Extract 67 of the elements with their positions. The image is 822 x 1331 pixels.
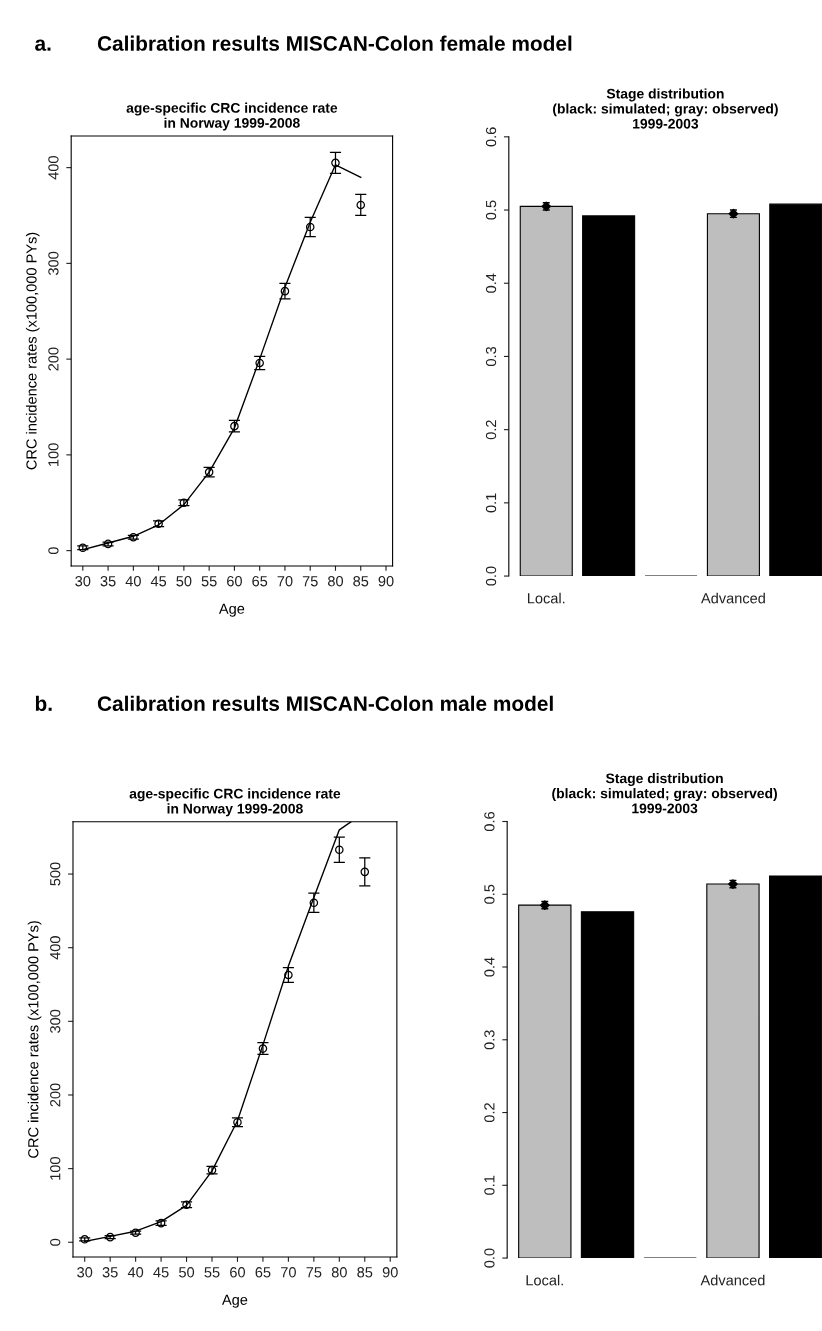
chart-title: age-specific CRC incidence rate in Norway 1999-2008 [129, 788, 341, 817]
x-tick-label: Advanced [701, 592, 765, 604]
y-tick-label: 200 [48, 347, 59, 371]
x-tick-label: 65 [252, 576, 268, 587]
x-tick-label: 40 [125, 576, 141, 587]
y-tick-label: 0.2 [484, 1103, 495, 1123]
x-tick-label: 90 [382, 1267, 398, 1278]
x-tick-label: 80 [328, 576, 344, 587]
x-tick-label: 60 [227, 576, 242, 587]
x-tick-label: 70 [277, 576, 293, 587]
x-tick-label: 30 [77, 1267, 93, 1278]
y-axis-title: CRC incidence rates (x100,000 PYs) [27, 921, 42, 1158]
x-tick-label: 50 [179, 1267, 195, 1278]
x-tick-label: Local. [526, 1274, 563, 1286]
y-tick-label: 0.6 [484, 812, 495, 832]
y-tick-label: 300 [50, 1009, 61, 1033]
x-tick-label: 75 [302, 576, 318, 587]
x-tick-label: 70 [281, 1267, 296, 1278]
y-tick-label: 0.4 [484, 957, 495, 977]
y-tick-label: 0.0 [484, 1248, 495, 1268]
x-tick-label: 80 [331, 1267, 347, 1278]
text: Calibration results MISCAN-Colon male model [97, 695, 553, 712]
x-tick-label: 60 [230, 1267, 246, 1278]
x-tick-label: 85 [357, 1267, 373, 1278]
y-tick-label: 100 [50, 1157, 61, 1180]
y-tick-label: 100 [48, 443, 59, 466]
y-tick-label: 0.5 [484, 884, 495, 904]
x-tick-label: 50 [176, 576, 192, 587]
y-tick-label: 0.6 [485, 127, 497, 147]
x-tick-label: 75 [306, 1267, 322, 1278]
y-tick-label: 300 [48, 251, 59, 275]
y-tick-label: 0.4 [485, 273, 497, 293]
y-tick-label: 0 [48, 547, 59, 555]
y-tick-label: 500 [50, 862, 61, 886]
x-axis-title: Age [218, 603, 245, 617]
y-tick-label: 400 [50, 936, 61, 960]
chart-title: age-specific CRC incidence rate in Norway 1999-2008 [126, 102, 338, 131]
text: a. [35, 39, 51, 51]
x-tick-label: 55 [204, 1267, 220, 1278]
x-tick-label: 85 [353, 576, 369, 587]
x-tick-label: 45 [153, 1267, 169, 1278]
chart-title: Stage distribution (black: simulated; gray: observed) 1999-2003 [553, 88, 778, 129]
y-tick-label: 400 [48, 156, 59, 180]
y-tick-label: 0.1 [484, 1175, 495, 1195]
y-tick-label: 200 [50, 1083, 61, 1107]
text: b. [35, 695, 52, 712]
chart-title: Stage distribution (black: simulated; gray: observed) 1999-2003 [552, 773, 777, 814]
x-tick-label: 55 [201, 576, 217, 587]
y-tick-label: 0 [50, 1238, 61, 1246]
y-axis-title: CRC incidence rates (x100,000 PYs) [25, 232, 40, 470]
x-tick-label: 40 [127, 1267, 144, 1278]
y-tick-label: 0.1 [485, 493, 497, 513]
x-tick-label: 30 [75, 576, 91, 587]
y-tick-label: 0.3 [484, 1030, 495, 1050]
y-tick-label: 0.3 [485, 346, 497, 367]
x-tick-label: Advanced [700, 1274, 765, 1286]
x-tick-label: 35 [102, 1267, 118, 1278]
x-tick-label: 65 [255, 1267, 271, 1278]
x-tick-label: 90 [378, 576, 394, 587]
y-tick-label: 0.0 [485, 566, 497, 586]
y-tick-label: 0.5 [485, 200, 497, 220]
x-tick-label: Local. [527, 592, 565, 604]
x-axis-title: Age [221, 1294, 248, 1308]
text: Calibration results MISCAN-Colon female model [97, 35, 572, 51]
x-tick-label: 35 [100, 576, 116, 587]
y-tick-label: 0.2 [485, 420, 497, 440]
x-tick-label: 45 [150, 576, 167, 587]
